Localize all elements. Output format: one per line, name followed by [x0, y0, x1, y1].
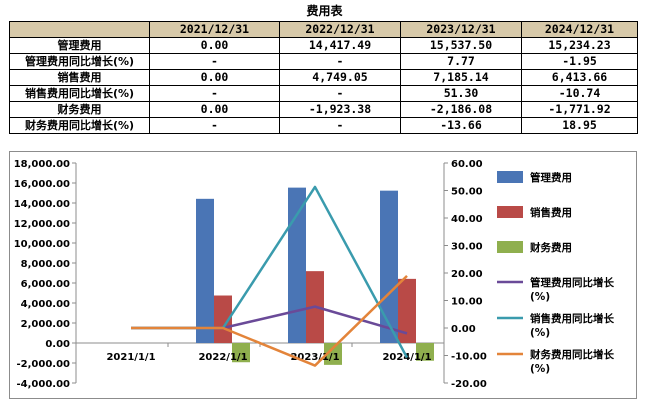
row-label: 财务费用同比增长(%)	[9, 117, 150, 134]
legend-label: (%)	[530, 291, 550, 303]
y-right-tick-label: 40.00	[451, 214, 483, 225]
bar	[324, 343, 342, 365]
bar	[398, 278, 416, 343]
x-tick-label: 2021/1/1	[106, 352, 155, 363]
table-cell: 0.00	[149, 101, 280, 118]
y-left-tick-label: 2,000.00	[21, 319, 70, 330]
expense-chart: -4,000.00 -2,000.00 0.00 2,000.00 4,000.00 6,…	[14, 159, 615, 390]
bar	[196, 198, 214, 343]
table-cell: 7,185.14	[400, 69, 522, 86]
header-cell-2024: 2024/12/31	[521, 21, 638, 38]
y-left-tick-label: -2,000.00	[17, 359, 71, 370]
table-cell: 4,749.05	[279, 69, 401, 86]
y-left-tick-label: 18,000.00	[14, 159, 70, 170]
table-cell: -1,923.38	[279, 101, 401, 118]
header-cell-2022: 2022/12/31	[279, 21, 401, 38]
table-cell: 14,417.49	[279, 37, 401, 54]
bar	[416, 343, 434, 361]
table-cell: 0.00	[149, 69, 280, 86]
legend-label: 销售费用同比增长	[530, 312, 614, 325]
table-cell: -	[279, 117, 401, 134]
legend-label: (%)	[530, 327, 550, 339]
table-cell: -	[149, 85, 280, 102]
table-cell: 7.77	[400, 53, 522, 70]
bar	[380, 190, 398, 343]
table-cell: -	[149, 53, 280, 70]
y-right-tick-label: 60.00	[451, 159, 483, 170]
header-cell-2023: 2023/12/31	[400, 21, 522, 38]
table-row: 销售费用同比增长(%) - - 51.30 -10.74	[9, 85, 638, 102]
y-left-tick-label: -4,000.00	[17, 379, 71, 390]
table-cell: 0.00	[149, 37, 280, 54]
series-line	[131, 274, 408, 367]
table-cell: -	[279, 85, 401, 102]
header-cell-2021: 2021/12/31	[149, 21, 280, 38]
table-cell: 18.95	[521, 117, 638, 134]
legend-label: 管理费用同比增长	[530, 276, 614, 289]
x-tick-label: 2023/1/1	[290, 352, 339, 363]
y-right-tick-label: 10.00	[451, 297, 483, 308]
y-left-tick-label: 16,000.00	[14, 179, 70, 190]
table-row: 销售费用 0.00 4,749.05 7,185.14 6,413.66	[9, 69, 638, 86]
x-tick-label: 2022/1/1	[198, 352, 247, 363]
legend-label: 财务费用	[529, 241, 572, 254]
series-line	[131, 305, 408, 335]
table-title: 费用表	[306, 4, 343, 18]
table-cell: -1.95	[521, 53, 638, 70]
table-row: 财务费用 0.00 -1,923.38 -2,186.08 -1,771.92	[9, 101, 638, 118]
y-right-tick-label: 30.00	[451, 242, 483, 253]
y-right-tick-label: 0.00	[451, 324, 476, 335]
legend-swatch	[497, 241, 523, 253]
table-cell: -13.66	[400, 117, 522, 134]
y-left-tick-label: 0.00	[45, 339, 70, 350]
y-left-tick-label: 14,000.00	[14, 199, 70, 210]
table-cell: -1,771.92	[521, 101, 638, 118]
legend-swatch	[497, 206, 523, 218]
y-left-tick-label: 12,000.00	[14, 219, 70, 230]
table-cell: -	[279, 53, 401, 70]
row-label: 财务费用	[9, 101, 150, 118]
y-right-tick-label: -10.00	[451, 352, 487, 363]
table-cell: 15,234.23	[521, 37, 638, 54]
row-label: 销售费用	[9, 69, 150, 86]
y-left-tick-label: 4,000.00	[21, 299, 70, 310]
bar	[288, 187, 306, 343]
y-left-tick-label: 10,000.00	[14, 239, 70, 250]
table-cell: 51.30	[400, 85, 522, 102]
header-cell-corner	[9, 21, 150, 38]
table-cell: 6,413.66	[521, 69, 638, 86]
y-left-tick-label: 6,000.00	[21, 279, 70, 290]
table-row: 管理费用同比增长(%) - - 7.77 -1.95	[9, 53, 638, 70]
table-cell: -	[149, 117, 280, 134]
table-row: 管理费用 0.00 14,417.49 15,537.50 15,234.23	[9, 37, 638, 54]
table-cell: 15,537.50	[400, 37, 522, 54]
legend-label: 财务费用同比增长	[529, 348, 614, 361]
y-right-tick-label: -20.00	[451, 379, 487, 390]
expense-table: 2021/12/31 2022/12/31 2023/12/31 2024/12…	[9, 21, 638, 134]
legend-label: 销售费用	[530, 206, 572, 219]
row-label: 管理费用同比增长(%)	[9, 53, 150, 70]
row-label: 管理费用	[9, 37, 150, 54]
table-row: 财务费用同比增长(%) - - -13.66 18.95	[9, 117, 638, 134]
series-line	[131, 185, 409, 359]
table-cell: -10.74	[521, 85, 638, 102]
legend-swatch	[497, 171, 523, 183]
legend-label: 管理费用	[530, 171, 572, 184]
y-right-tick-label: 50.00	[451, 187, 483, 198]
y-right-tick-label: 20.00	[451, 269, 483, 280]
table-cell: -2,186.08	[400, 101, 522, 118]
y-left-tick-label: 8,000.00	[21, 259, 70, 270]
chart-frame: -4,000.00 -2,000.00 0.00 2,000.00 4,000.00 6,…	[9, 151, 637, 399]
legend-label: (%)	[530, 363, 550, 375]
bar	[232, 343, 250, 363]
table-header-row: 2021/12/31 2022/12/31 2023/12/31 2024/12…	[9, 21, 638, 38]
row-label: 销售费用同比增长(%)	[9, 85, 150, 102]
